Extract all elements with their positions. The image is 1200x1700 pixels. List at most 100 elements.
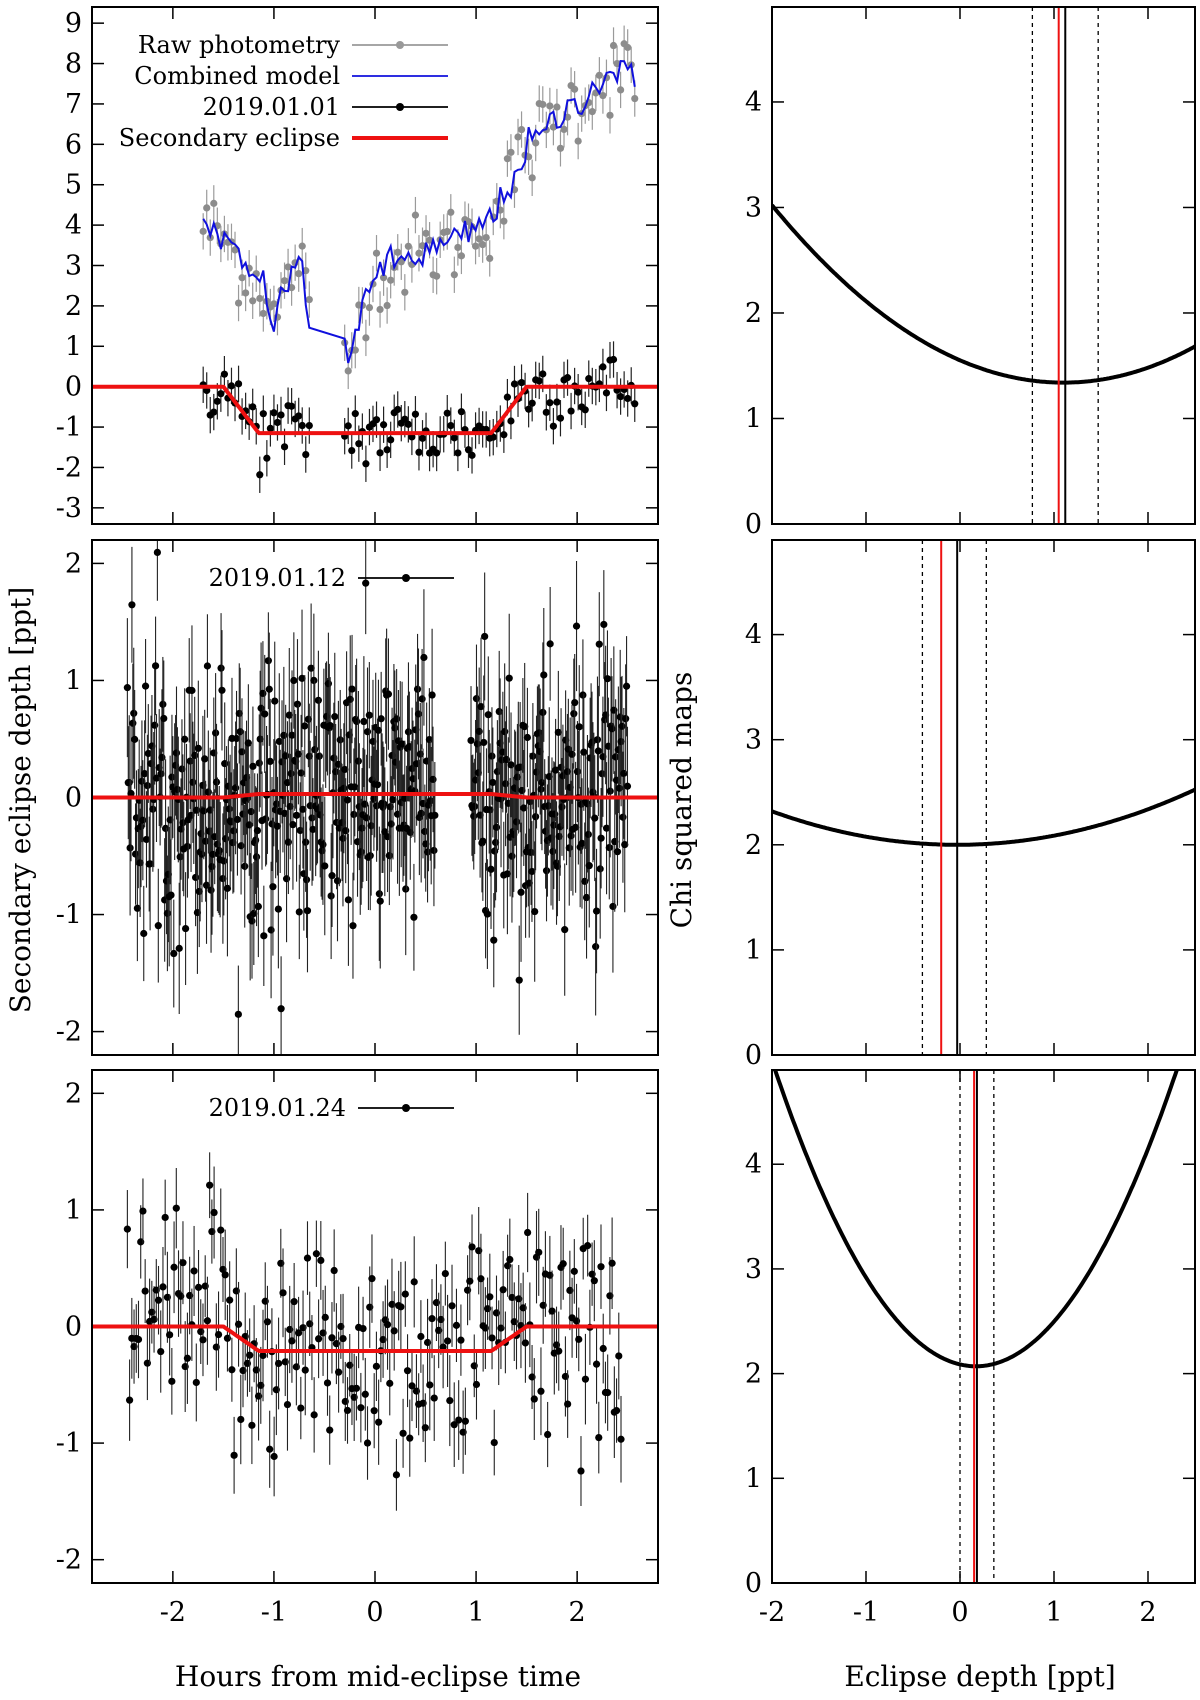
y-tick-label: -1 (56, 1428, 82, 1459)
raw-point (606, 111, 614, 119)
data-point (385, 851, 393, 860)
data-point (282, 752, 290, 760)
data-point (311, 745, 319, 754)
data-point (457, 1336, 465, 1344)
data-point (260, 932, 268, 940)
data-point (450, 1421, 458, 1429)
data-point (330, 1266, 338, 1275)
data-point (622, 715, 630, 723)
data-point (309, 825, 317, 833)
data-point (234, 1320, 243, 1328)
data-point (403, 1367, 412, 1375)
data-point (480, 738, 488, 747)
data-point (263, 1318, 272, 1326)
data-point (524, 1228, 532, 1237)
panel-lightcurve-2019-01-24: -2 -1 0 1 2 -2 -1 0 1 2 2019.01.24 (56, 1069, 659, 1628)
data-point (178, 765, 186, 773)
data-point (232, 784, 240, 792)
data-point (286, 802, 294, 811)
data-point (408, 1382, 416, 1390)
data-point (253, 826, 262, 835)
raw-point (259, 309, 267, 318)
raw-point (457, 252, 466, 260)
raw-point (433, 272, 441, 280)
raw-point (525, 153, 533, 161)
raw-point (631, 94, 639, 103)
data-point (581, 877, 589, 885)
raw-point (617, 86, 625, 94)
y-tick-label: 4 (745, 1149, 762, 1180)
raw-point (588, 108, 596, 116)
data-point (362, 579, 370, 587)
data-point (606, 787, 614, 795)
data-point (175, 944, 183, 952)
plot-area (92, 540, 658, 1055)
residual-point (401, 415, 409, 423)
data-point (237, 1415, 245, 1424)
data-point (558, 803, 566, 811)
residual-point (535, 377, 543, 385)
y-tick-label: 3 (745, 725, 762, 756)
eclipse-model-line (92, 1324, 658, 1353)
data-point (302, 876, 311, 884)
data-point (292, 811, 301, 819)
data-point (512, 818, 521, 826)
data-point (535, 1248, 543, 1256)
data-point (160, 714, 168, 723)
plot-area (772, 540, 1195, 1055)
data-point (421, 827, 429, 836)
data-point (303, 1254, 312, 1262)
data-point (179, 1259, 187, 1267)
data-point (559, 1260, 567, 1268)
raw-point (503, 155, 512, 163)
y-tick-label: 0 (65, 783, 82, 814)
raw-point (479, 241, 487, 249)
y-tick-label: 2 (745, 830, 762, 861)
raw-point (464, 218, 473, 226)
plot-area (92, 1152, 658, 1511)
residual-point (457, 408, 466, 416)
residual-point (528, 399, 536, 407)
data-point (530, 1395, 538, 1403)
data-point (580, 748, 588, 756)
data-point (212, 729, 220, 737)
raw-point (305, 295, 313, 304)
data-point (526, 798, 534, 806)
y-tick-label: 4 (65, 210, 82, 241)
data-point (572, 622, 581, 630)
data-point (604, 1389, 612, 1397)
data-point (191, 873, 200, 882)
data-point (173, 785, 182, 794)
data-point (279, 1289, 287, 1297)
data-point (448, 1302, 456, 1310)
raw-point (595, 71, 603, 79)
residual-point (273, 418, 282, 427)
data-point (346, 695, 354, 703)
raw-point (238, 274, 246, 282)
data-point (214, 1330, 223, 1339)
raw-point (362, 334, 370, 342)
residual-point (464, 446, 473, 454)
residual-point (394, 405, 402, 414)
legend-label: 2019.01.12 (209, 564, 346, 592)
y-tick-label: -2 (56, 1545, 82, 1576)
data-point (308, 814, 316, 822)
data-point (235, 709, 243, 718)
data-point (293, 700, 302, 708)
data-point (248, 917, 256, 925)
y-axis-label-left: Secondary eclipse depth [ppt] (4, 587, 37, 1014)
y-tick-label: 7 (65, 89, 82, 120)
x-axis-label-right: Eclipse depth [ppt] (844, 1660, 1115, 1693)
plot-frame (771, 6, 1196, 525)
data-point (126, 844, 134, 852)
data-point (520, 804, 528, 812)
data-point (386, 1379, 394, 1387)
data-point (172, 749, 181, 757)
residual-point (415, 448, 423, 456)
y-tick-label: 2 (65, 1078, 82, 1109)
data-point (370, 795, 378, 803)
data-point (470, 812, 478, 820)
data-point (602, 824, 611, 832)
data-point (406, 1434, 414, 1442)
data-point (538, 779, 546, 787)
